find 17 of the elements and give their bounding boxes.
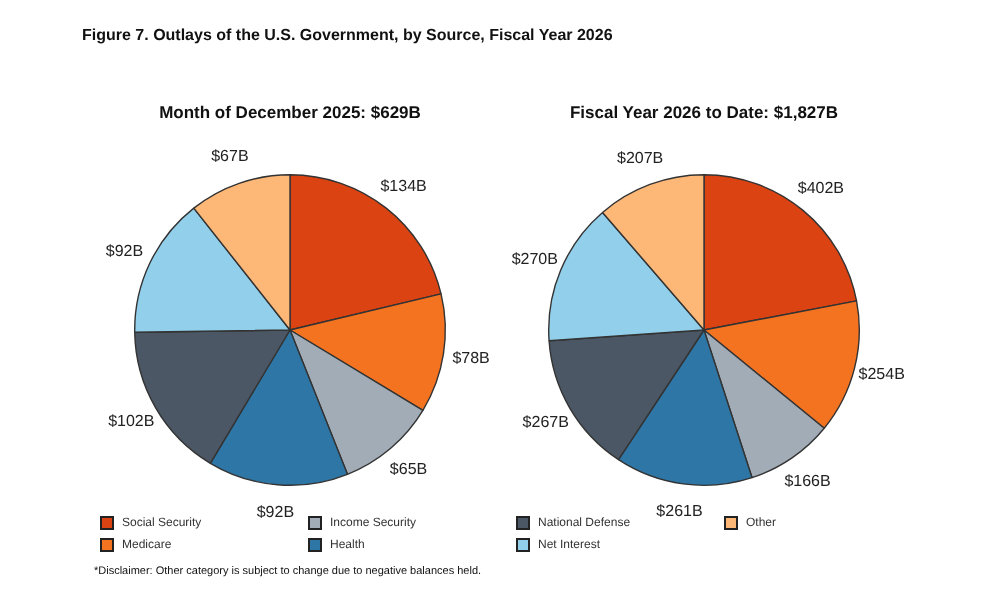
data-label: $65B xyxy=(389,460,428,479)
chart-title: Figure 7. Outlays of the U.S. Government, by Source, Fiscal Year 2026 xyxy=(82,26,613,44)
data-label: $67B xyxy=(211,147,249,166)
data-label: $254B xyxy=(858,365,905,384)
chart-subtitle: Month of December 2025: $629B xyxy=(159,102,421,122)
data-label: $92B xyxy=(105,241,144,260)
data-label: $78B xyxy=(452,348,490,367)
data-label: $402B xyxy=(797,179,844,198)
chart-subtitle: Fiscal Year 2026 to Date: $1,827B xyxy=(569,102,839,122)
data-label: $207B xyxy=(616,148,664,167)
data-label: $92B xyxy=(256,503,295,522)
data-label: $166B xyxy=(784,471,831,490)
data-label: $270B xyxy=(511,249,558,268)
data-label: $261B xyxy=(656,502,703,521)
data-label: $102B xyxy=(108,412,155,431)
data-label: $267B xyxy=(522,412,569,431)
data-label: $134B xyxy=(380,176,427,195)
